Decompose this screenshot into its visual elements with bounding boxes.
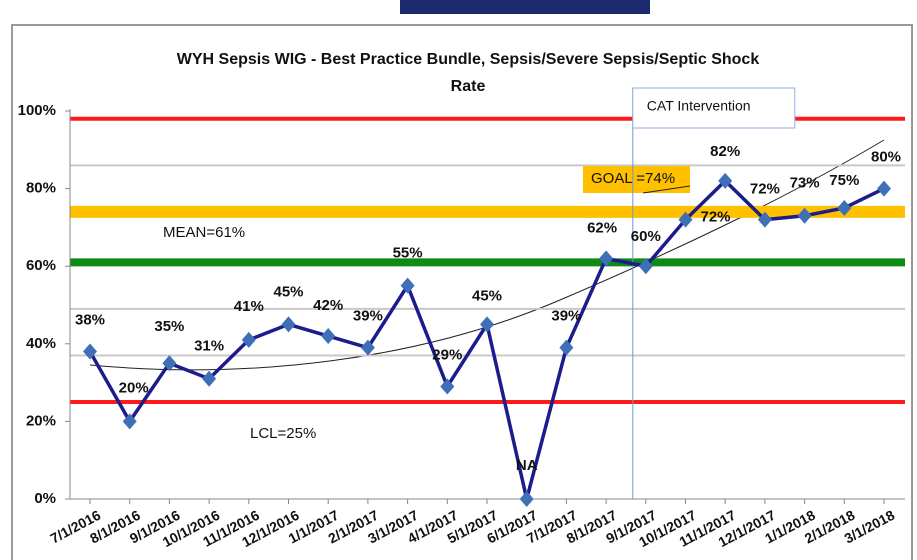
data-label: 29% bbox=[432, 346, 462, 363]
chart-title: WYH Sepsis WIG - Best Practice Bundle, S… bbox=[177, 51, 760, 68]
data-label: 39% bbox=[353, 308, 383, 325]
data-point bbox=[678, 211, 693, 228]
data-point bbox=[877, 180, 891, 197]
data-label: 35% bbox=[154, 318, 184, 335]
data-point bbox=[281, 316, 296, 333]
y-tick-label: 0% bbox=[34, 490, 56, 507]
chart-title: Rate bbox=[451, 78, 486, 95]
data-label: 41% bbox=[234, 298, 264, 315]
data-label: 72% bbox=[700, 209, 730, 226]
data-point bbox=[162, 355, 177, 372]
data-point bbox=[757, 211, 772, 228]
data-point bbox=[718, 172, 733, 189]
y-tick-label: 100% bbox=[18, 102, 56, 119]
data-label: 73% bbox=[790, 175, 820, 192]
data-label: 42% bbox=[313, 297, 343, 314]
data-label: 82% bbox=[710, 143, 740, 160]
data-label: 45% bbox=[273, 283, 303, 300]
data-label: 20% bbox=[119, 379, 149, 396]
data-point bbox=[241, 331, 256, 348]
data-label: 75% bbox=[829, 172, 859, 189]
data-label: 45% bbox=[472, 287, 502, 304]
y-tick-label: 80% bbox=[26, 180, 56, 197]
data-label: NA bbox=[516, 457, 538, 474]
annotation-box bbox=[632, 87, 796, 129]
data-point bbox=[559, 339, 574, 356]
data-point bbox=[797, 207, 812, 224]
data-point bbox=[638, 258, 653, 275]
data-point bbox=[599, 250, 614, 267]
data-label: 39% bbox=[551, 308, 581, 325]
y-tick-label: 60% bbox=[26, 257, 56, 274]
data-label: 55% bbox=[393, 245, 423, 262]
reference-label: LCL=25% bbox=[250, 425, 316, 442]
data-point bbox=[360, 339, 375, 356]
data-point bbox=[519, 491, 534, 507]
y-tick-label: 40% bbox=[26, 335, 56, 352]
trend-line bbox=[89, 139, 885, 371]
data-label: 72% bbox=[750, 181, 780, 198]
data-label: 62% bbox=[587, 219, 617, 236]
data-label: 60% bbox=[631, 228, 661, 245]
data-point bbox=[321, 328, 336, 345]
data-point bbox=[83, 343, 97, 360]
data-point bbox=[400, 277, 415, 294]
goal-arrow bbox=[642, 185, 691, 194]
data-label: 31% bbox=[194, 338, 224, 355]
data-point bbox=[440, 378, 455, 395]
header-fragment bbox=[400, 0, 650, 14]
data-label: 38% bbox=[75, 312, 105, 329]
data-point bbox=[837, 200, 852, 216]
data-point bbox=[122, 413, 137, 430]
data-point bbox=[202, 370, 217, 387]
reference-label: MEAN=61% bbox=[163, 224, 245, 241]
y-tick-label: 20% bbox=[26, 412, 56, 429]
data-point bbox=[480, 316, 494, 333]
annotation-text: CAT Intervention bbox=[647, 98, 751, 114]
data-label: 80% bbox=[871, 149, 901, 166]
